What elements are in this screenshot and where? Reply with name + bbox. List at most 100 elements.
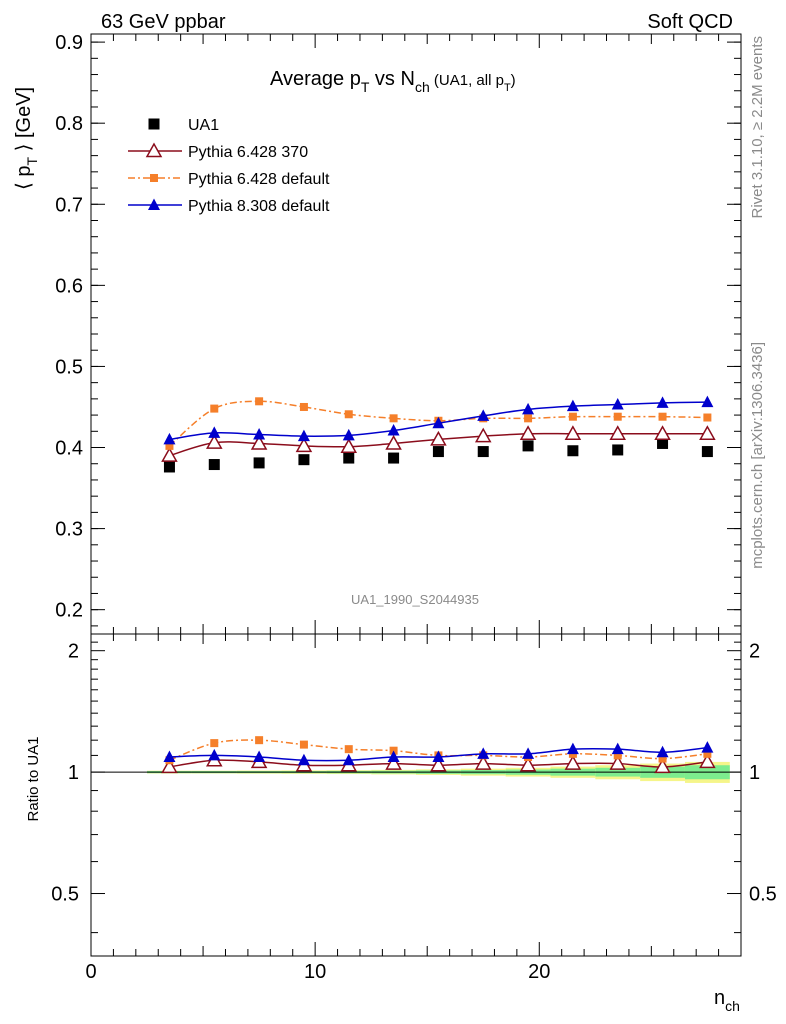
data-point-filled-triangle xyxy=(611,742,624,755)
ratio-plot-frame xyxy=(90,633,742,957)
data-point-square xyxy=(163,461,175,473)
data-point-small-square xyxy=(703,413,712,422)
data-point-square xyxy=(253,457,265,469)
ratio-y-tick-label: 2 xyxy=(68,641,79,663)
data-point-open-triangle xyxy=(609,425,627,440)
data-point-square xyxy=(522,440,534,452)
data-point-filled-triangle xyxy=(701,741,714,753)
data-point-open-triangle xyxy=(385,755,402,770)
y-tick-label: 0.8 xyxy=(55,113,83,135)
data-point-square xyxy=(208,459,220,471)
data-point-square xyxy=(612,444,624,456)
data-point-small-square xyxy=(658,754,667,763)
data-point-filled-triangle xyxy=(342,428,355,441)
y-axis-label: ⟨ pT ⟩ [GeV] xyxy=(13,87,40,190)
data-point-open-triangle xyxy=(519,425,537,440)
data-point-open-triangle xyxy=(654,425,671,440)
data-point-open-triangle xyxy=(474,755,492,770)
ratio-y-tick-label-right: 1 xyxy=(749,762,760,784)
x-axis-label: nch xyxy=(714,987,740,1014)
y-tick-label: 0.6 xyxy=(55,275,83,297)
data-point-filled-triangle xyxy=(297,753,310,766)
data-point-small-square xyxy=(568,412,577,421)
data-point-small-square xyxy=(299,402,308,411)
mcplots-reference-label: mcplots.cern.ch [arXiv:1306.3436] xyxy=(749,342,766,569)
data-point-small-square xyxy=(255,736,264,745)
data-point-open-triangle xyxy=(205,434,223,449)
data-point-filled-triangle xyxy=(432,750,445,763)
data-point-filled-triangle xyxy=(432,416,445,429)
data-point-small-square xyxy=(150,174,158,182)
analysis-id-watermark: UA1_1990_S2044935 xyxy=(351,592,479,607)
data-point-open-triangle xyxy=(474,427,492,443)
ratio-y-tick-label: 1 xyxy=(68,762,79,784)
y-tick-label: 0.5 xyxy=(55,356,83,378)
data-point-small-square xyxy=(344,410,353,419)
header-right: Soft QCD xyxy=(647,11,733,33)
data-point-small-square xyxy=(344,745,353,754)
data-point-open-triangle xyxy=(699,753,716,769)
legend-label: Pythia 6.428 default xyxy=(188,171,330,188)
data-point-filled-triangle xyxy=(477,747,490,759)
data-point-open-triangle xyxy=(161,447,178,462)
data-point-open-triangle xyxy=(340,438,358,453)
data-point-filled-triangle xyxy=(701,395,714,408)
y-tick-label: 0.4 xyxy=(55,438,83,460)
data-point-square xyxy=(148,118,160,130)
rivet-version-label: Rivet 3.1.10, ≥ 2.2M events xyxy=(749,36,766,219)
data-point-filled-triangle xyxy=(387,750,400,763)
header-left: 63 GeV ppbar xyxy=(101,11,226,33)
data-point-small-square xyxy=(210,739,219,748)
data-point-filled-triangle xyxy=(148,198,160,210)
plot-title: Average pT vs Nch (UA1, all pT) xyxy=(270,68,516,95)
data-point-filled-triangle xyxy=(611,398,624,410)
y-tick-label: 0.7 xyxy=(55,194,83,216)
data-point-filled-triangle xyxy=(163,432,176,445)
legend: UA1 Pythia 6.428 370 Pythia 6.428 default P… xyxy=(128,117,330,215)
data-point-open-triangle xyxy=(519,756,537,772)
data-point-small-square xyxy=(613,412,622,421)
y-tick-label: 0.9 xyxy=(55,32,83,54)
legend-label: UA1 xyxy=(188,117,219,134)
data-point-small-square xyxy=(524,414,533,423)
data-point-square xyxy=(298,454,310,466)
data-point-open-triangle xyxy=(430,756,447,772)
data-point-small-square xyxy=(613,751,622,760)
data-point-open-triangle xyxy=(654,758,671,774)
legend-label: Pythia 6.428 370 xyxy=(188,144,308,161)
data-point-filled-triangle xyxy=(566,742,579,755)
data-point-open-triangle xyxy=(564,755,582,770)
data-point-open-triangle xyxy=(295,437,313,453)
data-point-filled-triangle xyxy=(387,423,400,436)
data-point-open-triangle xyxy=(161,758,178,774)
data-point-small-square xyxy=(299,740,308,749)
data-point-open-triangle xyxy=(430,430,447,446)
data-point-filled-triangle xyxy=(477,409,490,421)
y-tick-label: 0.2 xyxy=(55,600,83,622)
data-point-filled-triangle xyxy=(342,753,355,766)
data-point-filled-triangle xyxy=(656,745,669,758)
data-point-filled-triangle xyxy=(566,399,579,412)
ratio-y-tick-label-right: 2 xyxy=(749,641,760,663)
ratio-y-tick-label: 0.5 xyxy=(51,884,79,906)
data-point-square xyxy=(343,452,355,464)
data-point-small-square xyxy=(658,412,667,421)
y-tick-label: 0.3 xyxy=(55,519,83,541)
data-point-square xyxy=(432,446,444,458)
data-point-square xyxy=(701,446,713,458)
ratio-y-tick-label-right: 0.5 xyxy=(749,884,777,906)
data-point-small-square xyxy=(389,414,398,423)
data-point-filled-triangle xyxy=(522,747,535,759)
data-point-square xyxy=(567,445,579,457)
data-point-filled-triangle xyxy=(656,396,669,408)
data-point-small-square xyxy=(210,404,219,413)
data-point-open-triangle xyxy=(699,425,716,440)
data-point-open-triangle xyxy=(609,755,627,770)
data-point-small-square xyxy=(703,749,712,758)
main-plot-panel: 0.2 0.3 0.4 0.5 0.6 0.7 0.8 0.9 xyxy=(55,32,742,635)
data-point-open-triangle xyxy=(385,434,402,450)
data-point-filled-triangle xyxy=(253,750,266,763)
x-tick-label: 20 xyxy=(528,961,550,983)
data-point-filled-triangle xyxy=(208,748,221,761)
